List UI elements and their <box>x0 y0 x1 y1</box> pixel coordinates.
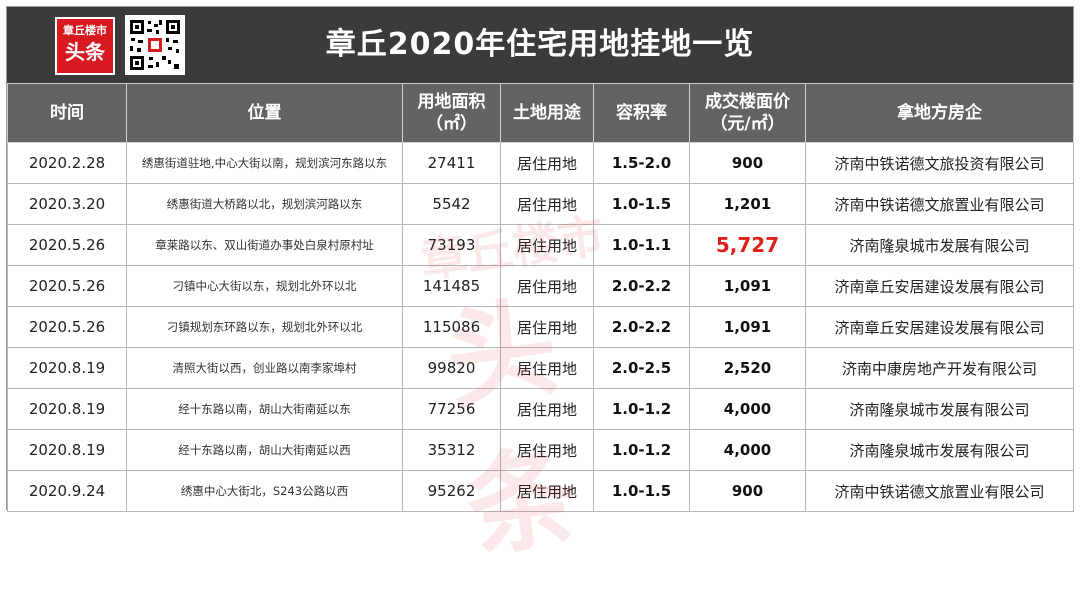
cell-area: 27411 <box>402 142 501 184</box>
cell-use: 居住用地 <box>500 388 594 430</box>
cell-time: 2020.8.19 <box>7 388 127 430</box>
logo-line-1: 章丘楼市 <box>63 24 107 37</box>
qr-code-icon <box>125 15 185 75</box>
cell-time: 2020.3.20 <box>7 183 127 225</box>
col-area-header-line1: 用地面积 <box>417 92 486 112</box>
cell-far: 1.0-1.1 <box>593 224 690 266</box>
cell-use: 居住用地 <box>500 224 594 266</box>
col-area-header: 用地面积 （㎡） <box>402 83 501 143</box>
cell-developer: 济南中铁诺德文旅置业有限公司 <box>805 183 1074 225</box>
cell-location: 章莱路以东、双山街道办事处白泉村原村址 <box>126 224 403 266</box>
col-far-header: 容积率 <box>593 83 690 143</box>
cell-far: 1.0-1.2 <box>593 388 690 430</box>
land-listing-table: 时间 位置 用地面积 （㎡） 土地用途 容积率 成交楼面价 （元/㎡） 拿地方房… <box>7 83 1074 512</box>
table-row: 2020.3.20 绣惠街道大桥路以北，规划滨河路以东 5542 居住用地 1.… <box>7 183 1074 225</box>
cell-area: 73193 <box>402 224 501 266</box>
cell-time: 2020.8.19 <box>7 347 127 389</box>
cell-developer: 济南隆泉城市发展有限公司 <box>805 429 1074 471</box>
cell-developer: 济南隆泉城市发展有限公司 <box>805 388 1074 430</box>
cell-time: 2020.5.26 <box>7 265 127 307</box>
cell-use: 居住用地 <box>500 306 594 348</box>
cell-developer: 济南中铁诺德文旅投资有限公司 <box>805 142 1074 184</box>
col-price-header-line1: 成交楼面价 <box>705 92 790 112</box>
cell-price-highlight: 5,727 <box>689 224 806 266</box>
col-time-header: 时间 <box>7 83 127 143</box>
cell-price: 1,091 <box>689 265 806 307</box>
cell-location: 经十东路以南，胡山大街南延以西 <box>126 429 403 471</box>
col-location-header: 位置 <box>126 83 403 143</box>
cell-developer: 济南隆泉城市发展有限公司 <box>805 224 1074 266</box>
logo-line-2: 头条 <box>65 40 105 64</box>
cell-use: 居住用地 <box>500 142 594 184</box>
col-price-header: 成交楼面价 （元/㎡） <box>689 83 806 143</box>
table-row: 2020.2.28 绣惠街道驻地,中心大街以南，规划滨河东路以东 27411 居… <box>7 142 1074 184</box>
table-row: 2020.8.19 经十东路以南，胡山大街南延以东 77256 居住用地 1.0… <box>7 388 1074 430</box>
cell-price: 900 <box>689 470 806 512</box>
table-header-row: 时间 位置 用地面积 （㎡） 土地用途 容积率 成交楼面价 （元/㎡） 拿地方房… <box>7 83 1074 143</box>
cell-location: 刁镇规划东环路以东，规划北外环以北 <box>126 306 403 348</box>
cell-far: 2.0-2.2 <box>593 306 690 348</box>
cell-far: 2.0-2.2 <box>593 265 690 307</box>
cell-time: 2020.5.26 <box>7 224 127 266</box>
cell-price: 4,000 <box>689 388 806 430</box>
cell-time: 2020.8.19 <box>7 429 127 471</box>
cell-far: 2.0-2.5 <box>593 347 690 389</box>
col-area-header-line2: （㎡） <box>426 114 477 134</box>
cell-area: 35312 <box>402 429 501 471</box>
col-use-header: 土地用途 <box>500 83 594 143</box>
cell-area: 115086 <box>402 306 501 348</box>
cell-price: 2,520 <box>689 347 806 389</box>
cell-price: 1,201 <box>689 183 806 225</box>
cell-far: 1.5-2.0 <box>593 142 690 184</box>
cell-developer: 济南中铁诺德文旅置业有限公司 <box>805 470 1074 512</box>
cell-far: 1.0-1.5 <box>593 470 690 512</box>
col-developer-header: 拿地方房企 <box>805 83 1074 143</box>
table-row: 2020.9.24 绣惠中心大街北，S243公路以西 95262 居住用地 1.… <box>7 470 1074 512</box>
cell-use: 居住用地 <box>500 429 594 471</box>
table-row: 2020.5.26 章莱路以东、双山街道办事处白泉村原村址 73193 居住用地… <box>7 224 1074 266</box>
cell-use: 居住用地 <box>500 265 594 307</box>
cell-far: 1.0-1.5 <box>593 183 690 225</box>
cell-location: 绣惠街道大桥路以北，规划滨河路以东 <box>126 183 403 225</box>
cell-use: 居住用地 <box>500 347 594 389</box>
cell-location: 经十东路以南，胡山大街南延以东 <box>126 388 403 430</box>
cell-time: 2020.2.28 <box>7 142 127 184</box>
cell-area: 5542 <box>402 183 501 225</box>
cell-far: 1.0-1.2 <box>593 429 690 471</box>
cell-use: 居住用地 <box>500 470 594 512</box>
cell-price: 900 <box>689 142 806 184</box>
cell-location: 绣惠街道驻地,中心大街以南，规划滨河东路以东 <box>126 142 403 184</box>
land-listing-frame: 章丘楼市 头条 章丘2020年住宅用地挂地一览 <box>6 6 1074 573</box>
cell-area: 77256 <box>402 388 501 430</box>
table-row: 2020.8.19 清照大街以西，创业路以南李家埠村 99820 居住用地 2.… <box>7 347 1074 389</box>
table-row: 2020.5.26 刁镇规划东环路以东，规划北外环以北 115086 居住用地 … <box>7 306 1074 348</box>
cell-area: 95262 <box>402 470 501 512</box>
cell-area: 99820 <box>402 347 501 389</box>
cell-location: 绣惠中心大街北，S243公路以西 <box>126 470 403 512</box>
page-title: 章丘2020年住宅用地挂地一览 <box>325 27 755 62</box>
cell-price: 1,091 <box>689 306 806 348</box>
col-price-header-line2: （元/㎡） <box>710 114 785 134</box>
cell-area: 141485 <box>402 265 501 307</box>
cell-use: 居住用地 <box>500 183 594 225</box>
cell-developer: 济南章丘安居建设发展有限公司 <box>805 265 1074 307</box>
table-row: 2020.5.26 刁镇中心大街以东，规划北外环以北 141485 居住用地 2… <box>7 265 1074 307</box>
cell-price: 4,000 <box>689 429 806 471</box>
table-row: 2020.8.19 经十东路以南，胡山大街南延以西 35312 居住用地 1.0… <box>7 429 1074 471</box>
cell-time: 2020.5.26 <box>7 306 127 348</box>
cell-location: 刁镇中心大街以东，规划北外环以北 <box>126 265 403 307</box>
brand-logo: 章丘楼市 头条 <box>55 17 115 75</box>
cell-time: 2020.9.24 <box>7 470 127 512</box>
cell-developer: 济南中康房地产开发有限公司 <box>805 347 1074 389</box>
title-banner: 章丘楼市 头条 章丘2020年住宅用地挂地一览 <box>7 7 1073 83</box>
cell-location: 清照大街以西，创业路以南李家埠村 <box>126 347 403 389</box>
cell-developer: 济南章丘安居建设发展有限公司 <box>805 306 1074 348</box>
